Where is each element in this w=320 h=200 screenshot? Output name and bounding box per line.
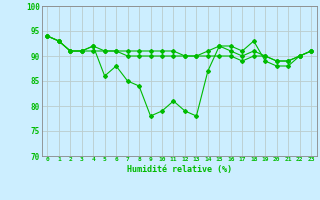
X-axis label: Humidité relative (%): Humidité relative (%) — [127, 165, 232, 174]
